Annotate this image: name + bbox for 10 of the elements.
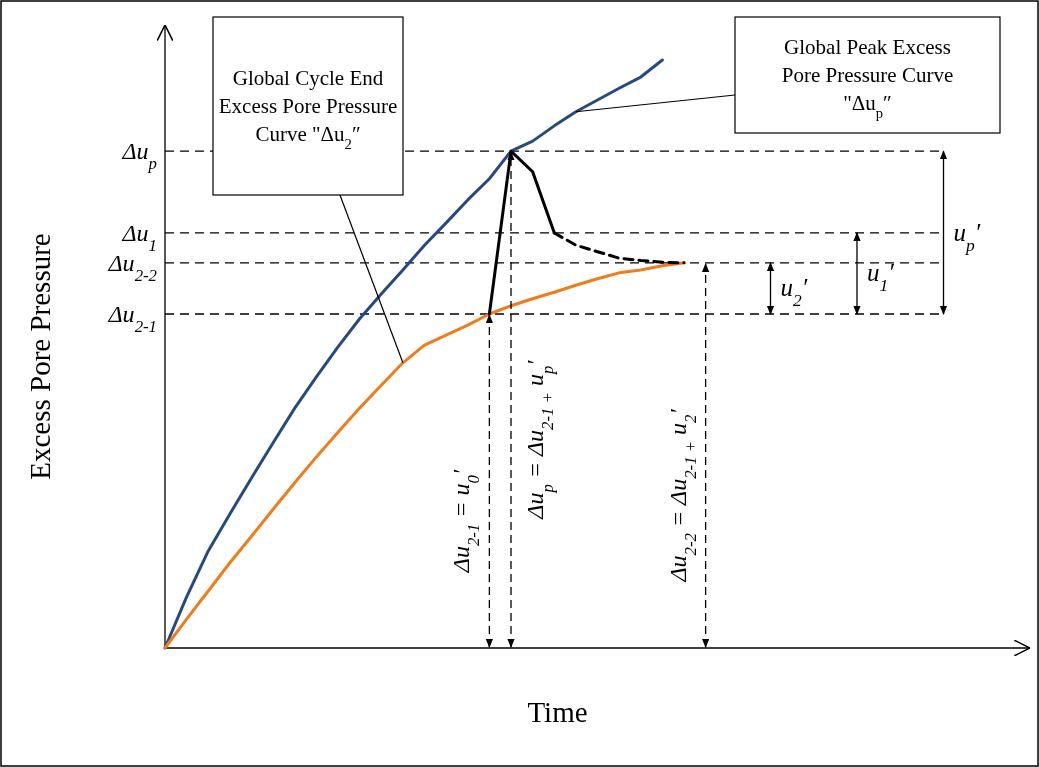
annotation: u$_{p}$′ — [953, 218, 981, 255]
annotation: Global Cycle End Excess Pore Pressure Curve "Δu$_{2}$″ — [218, 66, 398, 152]
annotation: Global Peak Excess Pore Pressure Curve "Δu$_{p}$″ — [781, 35, 954, 121]
y-axis-title: Excess Pore Pressure — [24, 233, 56, 480]
x-axis-title: Time — [527, 696, 588, 728]
annotation: u$_{1}$′ — [867, 259, 895, 296]
ref-line-label: Δu$_{2-1}$ — [107, 301, 157, 336]
ref-line-label: Δu$_{p}$ — [121, 138, 157, 173]
annotation: u$_{2}$′ — [780, 274, 808, 311]
ref-line-label: Δu$_{1}$ — [121, 219, 157, 255]
